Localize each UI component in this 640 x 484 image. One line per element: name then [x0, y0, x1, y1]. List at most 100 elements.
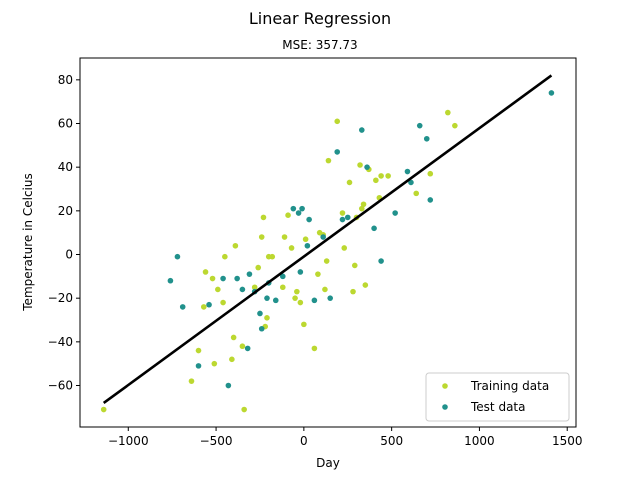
y-tick-label: 20: [58, 204, 73, 218]
training-data-point: [311, 345, 318, 352]
test-data-point: [344, 214, 351, 221]
legend-marker-test: [442, 404, 448, 410]
training-data-point: [427, 170, 434, 177]
training-data-point: [360, 201, 367, 208]
legend-marker-training: [442, 383, 448, 389]
test-data-point: [364, 164, 370, 170]
legend: Training data Test data: [425, 372, 570, 422]
test-data-point: [272, 297, 279, 304]
x-tick-label: 500: [380, 434, 403, 448]
training-data-series: [100, 109, 458, 413]
training-data-point: [239, 343, 246, 350]
legend-label-training: Training data: [470, 379, 549, 393]
x-tick-label: −1000: [108, 434, 149, 448]
test-data-point: [179, 304, 186, 310]
training-data-point: [357, 162, 363, 168]
x-tick-label: 1500: [552, 434, 583, 448]
training-data-point: [341, 245, 348, 251]
test-data-point: [408, 179, 414, 186]
test-data-point: [195, 363, 202, 369]
training-data-point: [269, 253, 276, 260]
training-data-point: [351, 262, 358, 269]
training-data-point: [209, 275, 216, 282]
test-data-point: [358, 127, 365, 133]
training-data-point: [264, 315, 270, 321]
test-data-point: [257, 310, 263, 317]
training-data-point: [202, 269, 209, 275]
x-tick-label: 1000: [464, 434, 495, 448]
training-data-point: [258, 234, 265, 240]
training-data-point: [215, 286, 221, 293]
test-data-point: [416, 122, 423, 129]
test-data-point: [290, 205, 297, 212]
training-data-point: [445, 109, 451, 116]
training-data-point: [413, 190, 420, 197]
test-data-point: [167, 277, 174, 284]
test-data-point: [234, 275, 240, 282]
test-data-point: [392, 210, 398, 216]
legend-label-test: Test data: [470, 400, 525, 414]
axis-ticks: −1000 −500 0 500 1000 1500 −60 −40 −20 0 20 40 60 80: [48, 73, 583, 448]
chart-subtitle: MSE: 357.73: [282, 38, 357, 52]
training-data-point: [229, 356, 235, 363]
test-data-point: [258, 325, 265, 332]
axes-frame: [79, 57, 577, 428]
regression-line: [102, 74, 553, 405]
training-data-point: [279, 284, 286, 291]
test-data-point: [339, 216, 346, 223]
y-tick-label: 40: [58, 160, 73, 174]
test-data-point: [246, 271, 253, 277]
test-data-point: [306, 216, 312, 223]
x-axis-label: Day: [316, 456, 340, 470]
training-data-point: [301, 321, 307, 328]
test-data-point: [297, 269, 304, 275]
training-data-point: [292, 295, 298, 301]
y-tick-label: 60: [58, 117, 73, 131]
training-data-point: [358, 205, 365, 212]
test-data-point: [334, 149, 341, 155]
training-data-point: [230, 334, 237, 341]
training-data-point: [294, 288, 300, 295]
training-data-point: [350, 288, 356, 295]
test-data-point: [225, 382, 232, 389]
test-data-point: [220, 275, 226, 282]
training-data-point: [211, 360, 218, 367]
training-data-point: [325, 157, 332, 164]
test-data-point: [206, 301, 212, 308]
test-data-point: [378, 258, 384, 264]
training-data-point: [220, 299, 226, 306]
test-data-point: [279, 273, 286, 280]
test-data-point: [244, 345, 251, 352]
x-tick-label: 0: [300, 434, 308, 448]
y-tick-label: −20: [48, 291, 73, 305]
training-data-point: [255, 264, 262, 271]
test-data-point: [371, 225, 377, 232]
test-data-point: [427, 197, 434, 203]
training-data-point: [297, 299, 304, 306]
training-data-point: [260, 214, 267, 221]
test-data-point: [327, 295, 333, 301]
test-data-point: [174, 253, 181, 260]
training-data-point: [281, 234, 288, 240]
training-data-point: [452, 122, 458, 129]
training-data-point: [302, 236, 309, 243]
test-data-point: [404, 168, 411, 175]
training-data-point: [315, 271, 321, 277]
test-data-point: [311, 297, 318, 304]
training-data-point: [285, 212, 291, 219]
training-data-point: [188, 378, 195, 384]
test-data-point: [295, 210, 302, 216]
training-data-point: [251, 284, 258, 291]
training-data-point: [200, 304, 207, 310]
y-tick-label: −60: [48, 379, 73, 393]
training-data-point: [339, 210, 346, 216]
test-data-point: [264, 295, 270, 301]
training-data-point: [323, 258, 330, 264]
training-data-point: [288, 245, 295, 251]
test-data-series: [167, 90, 555, 389]
training-data-point: [334, 118, 341, 125]
y-tick-label: −40: [48, 335, 73, 349]
training-data-point: [362, 282, 369, 288]
